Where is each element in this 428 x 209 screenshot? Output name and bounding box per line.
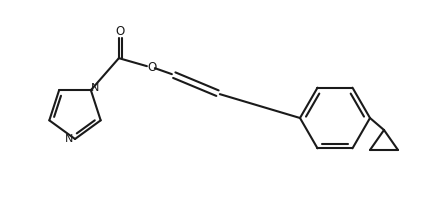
Text: N: N xyxy=(91,83,99,93)
Text: O: O xyxy=(147,61,157,74)
Text: O: O xyxy=(115,25,125,38)
Text: N: N xyxy=(65,134,73,144)
